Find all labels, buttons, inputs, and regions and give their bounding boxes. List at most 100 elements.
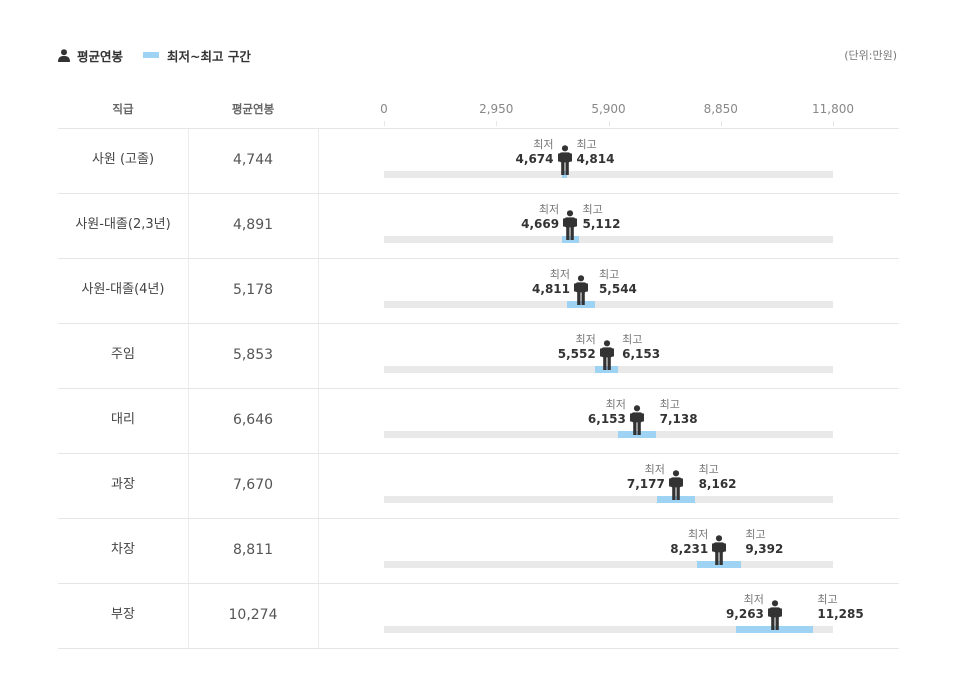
table-row: 부장 10,274 최저 9,263 최고 11,285: [58, 584, 899, 649]
avg-salary-person-icon: [712, 535, 727, 569]
salary-range-bar: [595, 366, 619, 373]
grade-cell: 주임: [58, 324, 189, 388]
range-track: [384, 301, 833, 308]
x-tick-label: 0: [380, 102, 388, 116]
x-tick-mark: [384, 121, 385, 126]
avg-salary-cell: 8,811: [188, 519, 319, 583]
min-label: 최저 9,263: [726, 593, 764, 621]
grade-cell: 사원-대졸(4년): [58, 259, 189, 323]
table-row: 사원 (고졸) 4,744 최저 4,674 최고 4,814: [58, 129, 899, 194]
legend: 평균연봉 최저~최고 구간: [58, 46, 271, 64]
grade-cell: 사원 (고졸): [58, 129, 189, 193]
min-label: 최저 4,669: [521, 203, 559, 231]
table-row: 사원-대졸(2,3년) 4,891 최저 4,669 최고 5,112: [58, 194, 899, 259]
salary-range-bar: [657, 496, 695, 503]
range-track: [384, 171, 833, 178]
min-caption: 최저: [549, 268, 571, 281]
max-value: 9,392: [745, 542, 784, 556]
min-caption: 최저: [533, 138, 554, 151]
salary-range-bar: [567, 301, 595, 308]
avg-salary-person-icon: [557, 145, 572, 179]
unit-label: (단위:만원): [844, 49, 897, 62]
max-label: 최고 5,544: [599, 268, 637, 296]
table-row: 대리 6,646 최저 6,153 최고 7,138: [58, 389, 899, 454]
max-value: 5,544: [598, 282, 637, 296]
max-caption: 최고: [817, 593, 838, 606]
avg-salary-cell: 5,853: [188, 324, 319, 388]
max-label: 최고 6,153: [622, 333, 660, 361]
x-tick-label: 11,800: [812, 102, 854, 116]
avg-salary-cell: 4,744: [188, 129, 319, 193]
header-grade: 직급: [112, 102, 134, 116]
x-tick-mark: [720, 121, 722, 126]
salary-table: 직급 평균연봉 0 2,950 5,900 8,850 11,800 사원 (고졸) 4,…: [58, 93, 899, 649]
min-caption: 최저: [743, 593, 764, 606]
min-value: 6,153: [587, 412, 626, 426]
salary-range-bar: [561, 171, 568, 178]
max-label: 최고 7,138: [660, 398, 698, 426]
table-row: 차장 8,811 최저 8,231 최고 9,392: [58, 519, 899, 584]
max-caption: 최고: [622, 333, 643, 346]
max-caption: 최고: [659, 398, 680, 411]
min-value: 5,552: [557, 347, 596, 361]
table-row: 과장 7,670 최저 7,177 최고 8,162: [58, 454, 899, 519]
legend-range: 최저~최고 구간: [143, 46, 251, 65]
avg-salary-person-icon: [599, 340, 614, 374]
range-track: [384, 561, 833, 568]
max-caption: 최고: [745, 528, 766, 541]
range-track: [384, 236, 833, 243]
max-caption: 최고: [698, 463, 719, 476]
avg-salary-person-icon: [629, 405, 644, 439]
table-row: 주임 5,853 최저 5,552 최고 6,153: [58, 324, 899, 389]
x-tick-mark: [608, 121, 610, 126]
max-label: 최고 8,162: [699, 463, 737, 491]
max-value: 7,138: [659, 412, 698, 426]
grade-cell: 차장: [58, 519, 189, 583]
avg-salary-person-icon: [563, 210, 578, 244]
avg-salary-cell: 10,274: [188, 584, 319, 648]
min-value: 4,674: [515, 152, 554, 166]
header-avg: 평균연봉: [231, 102, 275, 116]
min-caption: 최저: [688, 528, 709, 541]
legend-avg: 평균연봉: [58, 46, 123, 65]
min-value: 9,263: [725, 607, 764, 621]
x-tick-label: 5,900: [591, 102, 626, 116]
min-caption: 최저: [644, 463, 665, 476]
min-label: 최저 4,674: [516, 138, 554, 166]
max-label: 최고 4,814: [577, 138, 615, 166]
max-value: 4,814: [576, 152, 615, 166]
avg-salary-cell: 5,178: [188, 259, 319, 323]
max-value: 11,285: [817, 607, 864, 621]
max-label: 최고 5,112: [583, 203, 621, 231]
x-tick-label: 8,850: [703, 102, 738, 116]
salary-range-bar: [618, 431, 656, 438]
avg-salary-cell: 6,646: [188, 389, 319, 453]
salary-range-bar: [697, 561, 742, 568]
table-body: 사원 (고졸) 4,744 최저 4,674 최고 4,814 사원-대졸(2,3년) 4,8…: [58, 129, 899, 649]
grade-cell: 과장: [58, 454, 189, 518]
max-caption: 최고: [598, 268, 620, 281]
avg-salary-person-icon: [668, 470, 683, 504]
min-caption: 최저: [605, 398, 626, 411]
min-value: 4,669: [521, 217, 560, 231]
avg-salary-person-icon: [574, 275, 589, 309]
grade-cell: 사원-대졸(2,3년): [58, 194, 189, 258]
min-value: 7,177: [626, 477, 665, 491]
min-label: 최저 6,153: [588, 398, 626, 426]
min-caption: 최저: [575, 333, 596, 346]
range-track: [384, 496, 833, 503]
min-caption: 최저: [538, 203, 560, 216]
max-value: 5,112: [582, 217, 621, 231]
max-value: 8,162: [698, 477, 737, 491]
min-value: 8,231: [670, 542, 709, 556]
legend-range-label: 최저~최고 구간: [167, 48, 251, 64]
max-value: 6,153: [622, 347, 661, 361]
avg-salary-cell: 4,891: [188, 194, 319, 258]
person-icon: [58, 48, 70, 62]
salary-range-bar: [561, 236, 579, 243]
x-tick-mark: [833, 121, 834, 126]
grade-cell: 대리: [58, 389, 189, 453]
range-track: [384, 626, 833, 633]
range-swatch-icon: [143, 52, 160, 58]
range-track: [384, 431, 833, 438]
